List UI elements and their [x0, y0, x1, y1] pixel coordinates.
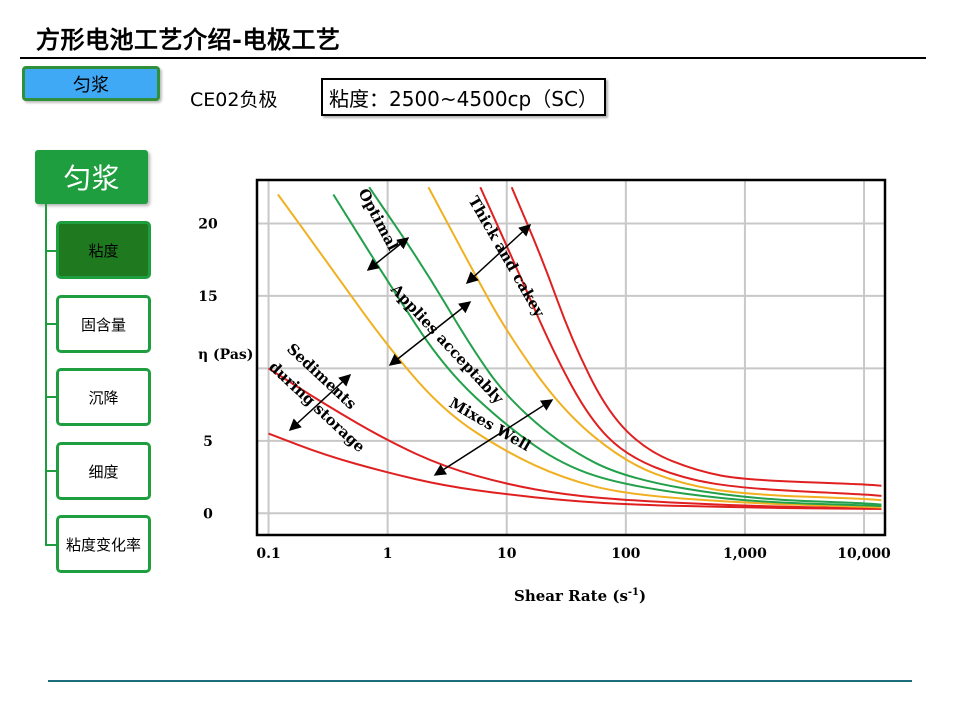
tree-branch — [45, 470, 57, 472]
series-line-1 — [268, 432, 882, 510]
y-tick-labels: 0 5 15 20 — [198, 216, 218, 522]
section-tag: 匀浆 — [22, 66, 160, 101]
sample-label: CE02负极 — [190, 89, 278, 111]
annotation-arrow — [433, 399, 554, 476]
x-tick-labels: 0.1 1 10 100 1,000 10,000 — [256, 546, 891, 562]
footer-divider — [48, 680, 912, 682]
tree-item-viscosity[interactable]: 粘度 — [56, 221, 151, 279]
y-tick-label: 0 — [203, 506, 213, 522]
x-tick-label: 1 — [383, 546, 393, 562]
tree-branch — [45, 396, 57, 398]
series-line-8 — [510, 186, 882, 487]
title-divider — [20, 57, 926, 59]
y-axis-label: η (Pas) — [198, 347, 253, 363]
y-tick-label: 15 — [198, 289, 217, 305]
x-tick-label: 10,000 — [837, 546, 891, 562]
tree-connector — [45, 204, 47, 546]
y-tick-label: 5 — [203, 434, 213, 450]
page-title: 方形电池工艺介绍-电极工艺 — [36, 26, 341, 54]
series-line-4 — [332, 193, 882, 508]
annotation-text: Applies acceptably — [386, 280, 508, 409]
tree-item-viscosity-change-rate[interactable]: 粘度变化率 — [56, 515, 151, 573]
annotation-text: Optimal — [354, 185, 402, 253]
x-tick-label: 100 — [611, 546, 640, 562]
plot-frame — [255, 178, 887, 537]
x-tick-label: 0.1 — [256, 546, 280, 562]
annotation-arrow — [465, 223, 532, 285]
annotation-arrow — [366, 237, 410, 271]
x-tick-label: 1,000 — [723, 546, 767, 562]
y-tick-label: 20 — [198, 216, 218, 232]
viscosity-spec-box: 粘度：2500~4500cp（SC） — [321, 78, 606, 116]
chart-series — [268, 186, 882, 510]
tree-branch — [45, 250, 57, 252]
series-line-3 — [277, 193, 882, 509]
x-axis-label: Shear Rate (s-1) — [514, 587, 646, 605]
tree-root: 匀浆 — [35, 150, 148, 204]
tree-item-sedimentation[interactable]: 沉降 — [56, 368, 151, 426]
tree-item-solid-content[interactable]: 固含量 — [56, 295, 151, 353]
annotation-arrow — [388, 301, 472, 366]
tree-item-fineness[interactable]: 细度 — [56, 442, 151, 500]
tree-branch — [45, 323, 57, 325]
tree-branch — [45, 544, 57, 546]
x-tick-label: 10 — [497, 546, 517, 562]
annotation-arrows — [288, 223, 554, 476]
annotation-arrow — [288, 373, 352, 432]
